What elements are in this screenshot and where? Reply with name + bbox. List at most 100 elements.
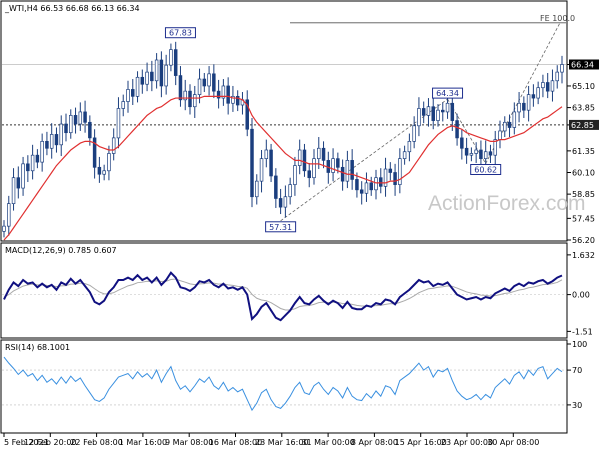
candle-body <box>145 71 149 85</box>
candle-body <box>164 64 168 87</box>
candle-body <box>426 106 431 116</box>
candle-body <box>21 163 25 189</box>
macd-signal-line <box>3 278 563 311</box>
candle-body <box>250 128 254 198</box>
x-tick-label: 23 Mar 16:00 <box>255 438 308 447</box>
candle-body <box>355 179 359 191</box>
candle-body <box>336 158 340 168</box>
candle-body <box>536 87 540 99</box>
candle-body <box>216 90 221 99</box>
candle-body <box>264 149 269 160</box>
price-tick-label: 63.85 <box>572 104 595 113</box>
candle-body <box>350 160 354 180</box>
candle-body <box>555 71 559 82</box>
support-price-tag <box>569 119 599 130</box>
candle-body <box>207 73 211 87</box>
candle-body <box>488 151 493 156</box>
candle-body <box>474 149 478 154</box>
candle-body <box>126 89 130 102</box>
candle-body <box>412 125 416 142</box>
x-tick-label: 5 Feb 2021 <box>4 438 49 447</box>
moving-average <box>3 95 563 241</box>
candle-body <box>359 189 364 194</box>
candle-body <box>212 73 216 92</box>
x-tick-label: 9 Mar 08:00 <box>165 438 213 447</box>
candle-body <box>393 172 397 185</box>
macd-series: 1.632 0.00 -1.51 <box>2 251 595 336</box>
candle-body <box>479 149 483 160</box>
candle-body <box>388 168 393 173</box>
candle-body <box>16 177 21 189</box>
candle-body <box>140 76 145 85</box>
price-label-box <box>265 221 297 233</box>
x-tick-label: 15 Apr 16:00 <box>395 438 447 447</box>
rsi-pane-header: RSI(14) 68.1001 <box>5 343 70 352</box>
price-label-box <box>164 27 196 39</box>
candle-body <box>193 94 197 108</box>
candle-body <box>221 85 226 99</box>
candle-body <box>40 140 44 163</box>
candle-body <box>379 177 383 187</box>
candle-body <box>493 139 497 156</box>
candle-body <box>402 151 407 160</box>
candle-body <box>49 134 54 149</box>
candle-body <box>169 49 173 66</box>
rsi-tick-label: 100 <box>572 340 587 349</box>
candle-body <box>317 147 321 160</box>
price-label-box <box>432 87 464 99</box>
x-tick-label: 8 Apr 08:00 <box>351 438 398 447</box>
candle-body <box>78 111 83 125</box>
rsi-line <box>3 356 563 412</box>
candle-body <box>235 95 240 106</box>
candle-body <box>455 120 459 139</box>
candle-body <box>274 175 278 199</box>
price-tick-label: 66.34 <box>571 61 594 70</box>
x-tick-label: 30 Apr 08:00 <box>487 438 539 447</box>
candle-body <box>441 109 445 113</box>
candle-body <box>111 137 116 154</box>
candle-body <box>383 168 388 187</box>
macd-pane-header: MACD(12,26,9) 0.785 0.607 <box>5 246 117 255</box>
candle-body <box>121 101 125 109</box>
candle-body <box>92 137 97 168</box>
price-tick-label: 65.10 <box>572 82 595 91</box>
candle-body <box>83 111 87 123</box>
candle-body <box>498 130 502 140</box>
candle-body <box>464 147 469 156</box>
candle-body <box>116 108 121 139</box>
candle-body <box>545 82 550 92</box>
candle-body <box>550 80 555 92</box>
candle-body <box>469 153 474 156</box>
macd-line <box>3 271 563 322</box>
candle-body <box>154 59 159 82</box>
candle-body <box>302 149 307 172</box>
candle-body <box>245 99 249 130</box>
candle-body <box>421 108 426 116</box>
candle-body <box>64 123 68 134</box>
candle-body <box>202 78 207 87</box>
price-y-axis: 66.34 65.10 63.85 62.85 61.35 60.10 58.85 57.45… <box>567 59 599 245</box>
candle-body <box>159 59 164 87</box>
macd-tick-label: 1.632 <box>572 251 595 260</box>
candle-body <box>30 154 35 172</box>
candle-body <box>293 165 297 185</box>
candle-body <box>369 182 373 191</box>
candle-body <box>398 158 402 185</box>
candle-body <box>503 121 507 132</box>
candle-body <box>560 64 564 73</box>
candle-body <box>197 78 202 95</box>
candle-body <box>255 180 259 198</box>
price-tick-label: 61.35 <box>572 147 595 156</box>
price-tick-label: 62.85 <box>571 121 594 130</box>
rsi-pane-frame <box>0 339 568 434</box>
candle-body <box>188 90 192 108</box>
candle-body <box>283 196 288 208</box>
candle-body <box>278 198 283 208</box>
candle-body <box>312 158 316 179</box>
candle-body <box>436 109 440 121</box>
candle-body <box>226 85 230 104</box>
candle-body <box>54 134 59 146</box>
price-label-text: 67.83 <box>169 29 192 38</box>
